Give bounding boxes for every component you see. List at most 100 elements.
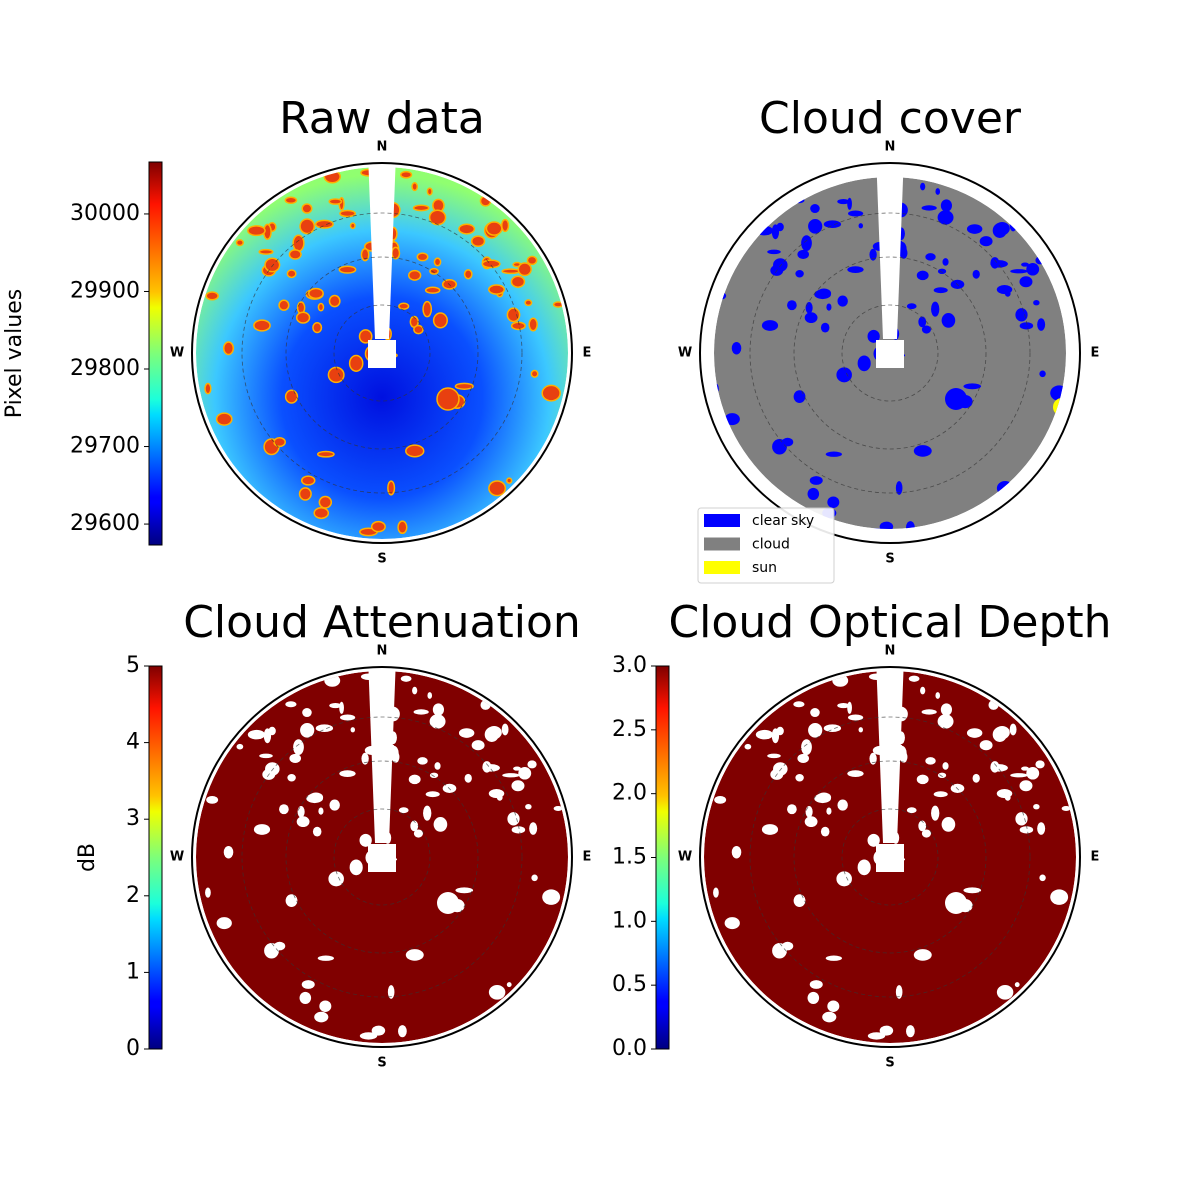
cloud-gap	[988, 700, 999, 710]
direction-label: E	[583, 850, 592, 865]
cloud-gap	[808, 722, 823, 738]
legend-swatch	[704, 537, 740, 551]
horizon	[699, 666, 1081, 1048]
cloud-gap	[400, 675, 412, 682]
cloud-gap	[405, 444, 425, 458]
cloud-gap	[263, 728, 272, 744]
cloud-gap	[222, 341, 235, 356]
cloud-gap	[432, 312, 448, 329]
cloud-gap	[837, 295, 848, 307]
cloud-gap	[826, 303, 832, 311]
horizon	[699, 162, 1081, 544]
cloud-gap	[524, 299, 533, 307]
cloud-gap	[1033, 300, 1040, 306]
colorbar-label: dB	[75, 843, 100, 872]
cloud-gap	[296, 816, 310, 828]
cloud-gap	[528, 317, 538, 332]
cloud-gap	[529, 822, 538, 835]
legend-label: clear sky	[752, 513, 814, 529]
cloud-gap	[455, 887, 474, 894]
cloud-gap	[530, 369, 539, 378]
colorbar	[655, 665, 670, 1050]
cloud-gap	[1039, 370, 1046, 378]
cloud-gap	[433, 817, 448, 832]
cloud-gap	[931, 301, 940, 317]
colorbar	[148, 161, 163, 546]
cloud-gap	[807, 487, 820, 501]
cloud-gap	[410, 820, 419, 832]
cloud-gap	[906, 521, 915, 529]
cloud-gap	[349, 222, 356, 230]
cloud-gap	[858, 223, 864, 229]
cloud-gap	[215, 412, 233, 426]
cloud-gap	[413, 324, 424, 335]
cloud-gap	[518, 766, 532, 780]
legend-label: cloud	[752, 537, 790, 553]
cloud-gap	[988, 196, 999, 206]
cloud-gap	[1015, 308, 1028, 322]
direction-label: S	[377, 552, 386, 567]
cloud-gap	[804, 816, 818, 828]
cloud-gap	[391, 246, 401, 260]
range-ring	[285, 256, 479, 450]
cloud-gap	[731, 845, 742, 859]
cloud-gap	[847, 714, 864, 721]
cloud-gap	[324, 674, 341, 687]
cloud-gap	[827, 1000, 840, 1012]
cloud-gap	[319, 1000, 332, 1012]
cloud-gap	[301, 203, 313, 214]
cloud-gap	[278, 299, 290, 311]
cloud-gap	[920, 686, 926, 695]
cloud-gap	[328, 294, 341, 308]
cloud-gap	[935, 692, 941, 699]
cloud-gap	[847, 266, 864, 274]
cloud-gap	[781, 437, 794, 447]
cloud-gap	[293, 739, 304, 756]
legend-swatch	[704, 514, 740, 527]
cloud-gap	[1010, 269, 1028, 274]
cloud-gap	[527, 760, 537, 769]
panel-title: Cloud cover	[759, 93, 1022, 144]
cloud-gap	[299, 991, 312, 1005]
range-ring	[241, 212, 523, 494]
cloud-gap	[809, 476, 823, 485]
cloud-gap	[398, 1025, 407, 1038]
cloud-gap	[847, 197, 852, 210]
cloud-gap	[795, 269, 804, 278]
cloud-gap	[511, 826, 526, 834]
cloud-gap	[916, 270, 929, 281]
cloud-gap	[1015, 812, 1028, 826]
cloud-gap	[918, 820, 927, 832]
cloud-gap	[805, 302, 813, 314]
direction-label: W	[170, 850, 184, 865]
cloud-gap	[761, 320, 779, 331]
cloud-gap	[822, 1011, 837, 1023]
cloud-gap	[424, 286, 441, 294]
cloud-gap	[916, 774, 929, 785]
cloud-gap	[1019, 780, 1033, 792]
cloud-gap	[996, 284, 1013, 295]
cloud-gap	[767, 249, 781, 255]
mast-base	[876, 844, 904, 872]
cloud-gap	[426, 187, 433, 196]
cloud-gap	[823, 220, 842, 229]
cloud-gap	[906, 303, 917, 310]
cloud-gap	[933, 791, 948, 798]
cloud-gap	[339, 701, 344, 714]
cloud-gap	[942, 258, 949, 266]
cloud-gap	[767, 753, 781, 759]
cloud-gap	[328, 198, 343, 205]
direction-label: W	[678, 346, 692, 361]
cloud-gap	[801, 235, 812, 252]
cloud-gap	[761, 824, 779, 835]
cloud-gap	[826, 807, 832, 815]
cloud-gap	[809, 980, 823, 989]
cloud-gap	[205, 887, 211, 898]
cloud-gap	[488, 984, 506, 1000]
cloud-gap	[793, 197, 805, 204]
cloud-gap	[223, 845, 234, 859]
cloud-gap	[808, 218, 823, 234]
cloud-gap	[361, 752, 369, 765]
cloud-gap	[284, 196, 298, 204]
